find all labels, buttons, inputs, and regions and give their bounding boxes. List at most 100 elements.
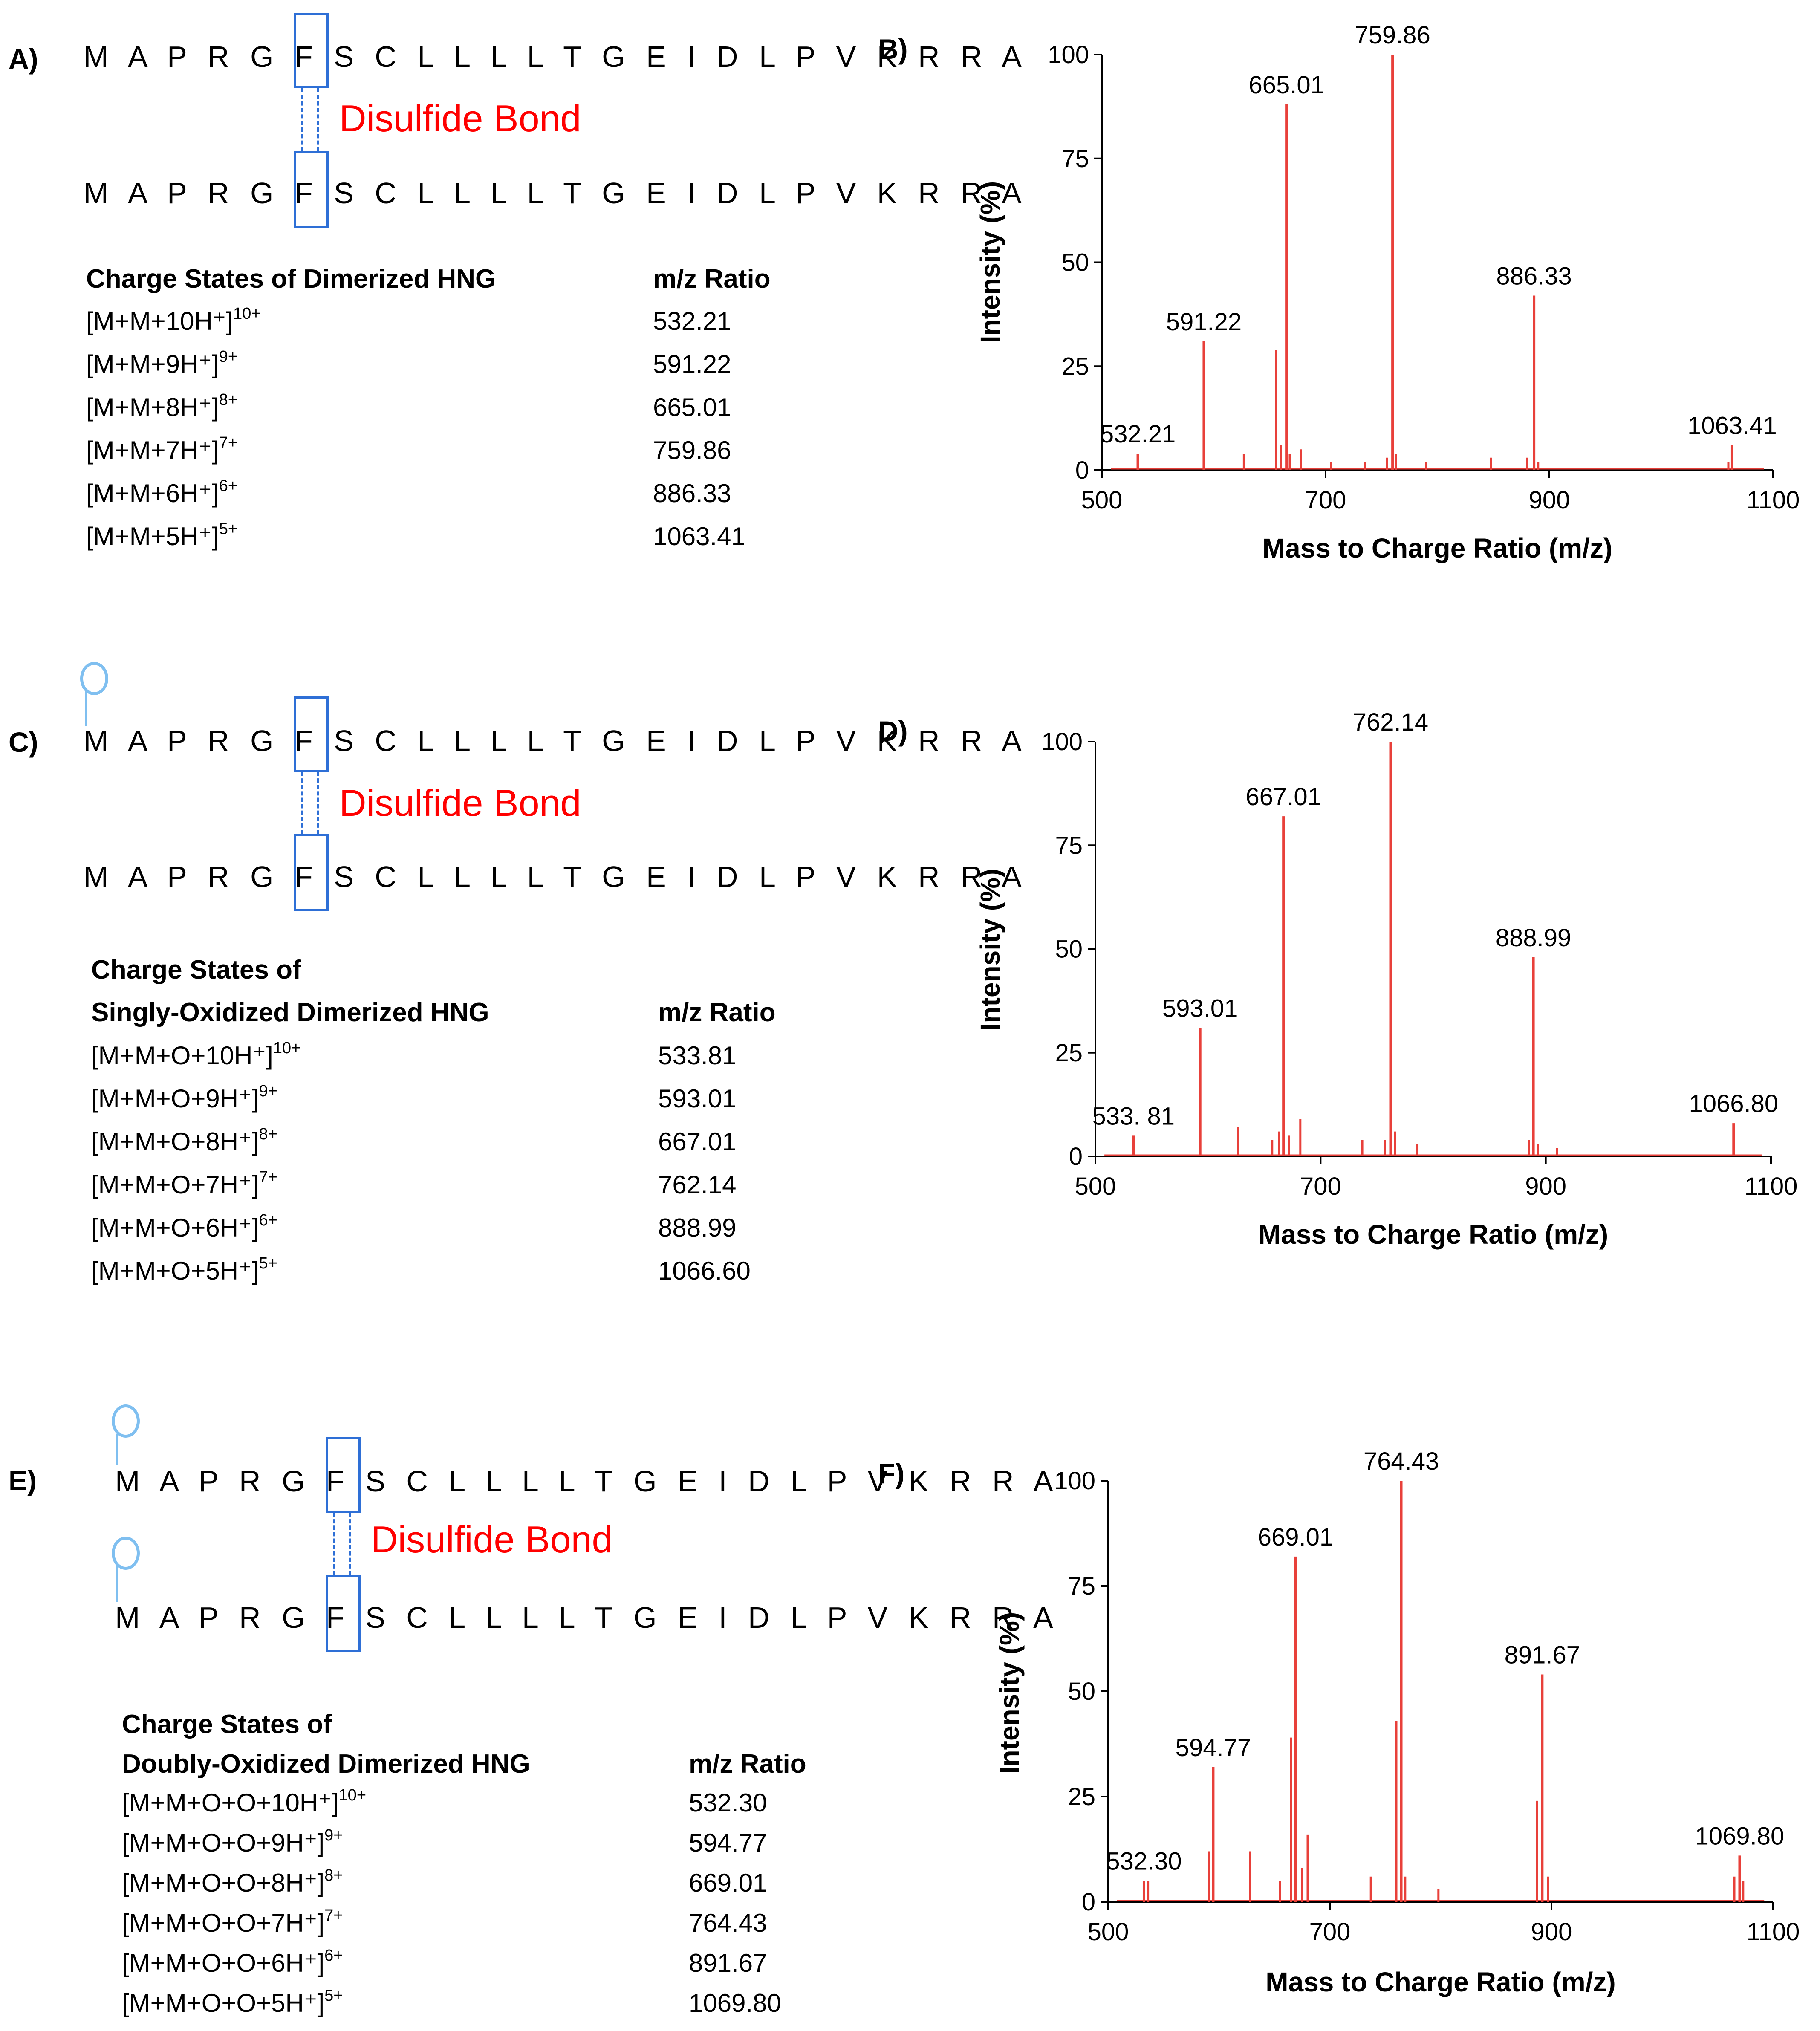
peak-label: 532.30 (1106, 1848, 1182, 1875)
peak-label: 886.33 (1496, 263, 1572, 290)
x-tick-label: 1100 (1745, 1173, 1798, 1200)
y-tick-label: 0 (1082, 1888, 1095, 1916)
y-tick-label: 100 (1054, 1467, 1095, 1495)
spectrum-chart-f: F) 0 25 50 75 100 500 700 900 1100 Mass to Charge … (878, 1447, 1800, 1997)
table-e-title-line1: Charge States of (122, 1710, 332, 1739)
peak-label: 1066.80 (1689, 1090, 1778, 1118)
ion-label: [M+M+O+O+5H⁺]5+ (122, 1987, 343, 2017)
peak-label: 532.21 (1100, 420, 1176, 448)
x-axis-label: Mass to Charge Ratio (m/z) (1262, 533, 1612, 563)
sequence-c-top: M A P R G F S C L L L L T G E I D L P V … (84, 724, 1028, 757)
ion-label: [M+M+O+6H⁺]6+ (91, 1211, 277, 1242)
mz-value: 665.01 (653, 393, 731, 422)
table-c-title-line1: Charge States of (91, 955, 301, 985)
y-tick-label: 25 (1061, 352, 1089, 380)
mz-value: 533.81 (658, 1041, 737, 1070)
mz-value: 1069.80 (689, 1989, 781, 2017)
mz-value: 762.14 (658, 1170, 737, 1199)
peak-label: 669.01 (1258, 1523, 1333, 1551)
oxidation-circle-e-top (112, 1404, 140, 1438)
y-tick-label: 0 (1075, 456, 1089, 484)
bond-line-c-1 (301, 772, 303, 834)
oxidation-circle-e-bottom (112, 1537, 140, 1570)
spectrum-chart-b: B) 0 25 50 75 100 500 700 900 1100 Mass to Charge … (878, 21, 1800, 563)
table-a-ratio-header: m/z Ratio (653, 264, 771, 294)
peak-label: 593.01 (1162, 994, 1238, 1022)
y-tick-label: 100 (1041, 728, 1083, 756)
mz-value: 891.67 (689, 1949, 767, 1977)
oxidation-stem-e-top (116, 1434, 118, 1465)
panel-label: D) (878, 715, 908, 747)
ion-label: [M+M+6H⁺]6+ (86, 477, 238, 508)
table-e-ratio-header: m/z Ratio (689, 1749, 806, 1779)
mz-value: 886.33 (653, 479, 731, 508)
x-tick-label: 700 (1305, 486, 1346, 514)
y-tick-label: 0 (1069, 1143, 1083, 1170)
peak-label: 759.86 (1355, 21, 1430, 49)
sequence-c-bottom: M A P R G F S C L L L L T G E I D L P V … (84, 860, 1028, 893)
y-tick-label: 50 (1061, 249, 1089, 277)
table-c-title-line2: Singly-Oxidized Dimerized HNG (91, 998, 489, 1027)
bond-line-e-1 (333, 1513, 335, 1575)
mz-value: 759.86 (653, 436, 731, 465)
cysteine-box-a-top (294, 13, 329, 88)
x-tick-label: 1100 (1747, 1918, 1800, 1946)
mz-value: 594.77 (689, 1829, 767, 1857)
bond-line-a-2 (317, 88, 319, 151)
ion-label: [M+M+O+8H⁺]8+ (91, 1125, 277, 1156)
peak-label: 764.43 (1364, 1447, 1439, 1475)
x-tick-label: 700 (1309, 1918, 1351, 1946)
cysteine-box-a-bottom (294, 151, 329, 228)
cysteine-box-e-top (326, 1437, 361, 1513)
peak-label: 1063.41 (1687, 412, 1777, 440)
ion-label: [M+M+8H⁺]8+ (86, 391, 238, 422)
y-axis-label: Intensity (%) (994, 1612, 1025, 1774)
mz-value: 591.22 (653, 350, 731, 378)
oxidation-stem-c (85, 691, 87, 726)
peak-label: 888.99 (1496, 924, 1571, 952)
panel-label-a: A) (9, 43, 38, 75)
panel-label: B) (878, 33, 908, 65)
peak-label: 591.22 (1166, 308, 1242, 336)
oxidation-stem-e-bottom (116, 1566, 118, 1602)
cysteine-box-e-bottom (326, 1575, 361, 1652)
bond-line-a-1 (301, 88, 303, 151)
x-tick-label: 500 (1075, 1173, 1116, 1200)
peak-label: 665.01 (1248, 71, 1324, 99)
y-tick-label: 100 (1048, 41, 1089, 69)
ion-label: [M+M+5H⁺]5+ (86, 520, 238, 551)
peak-label: 667.01 (1245, 783, 1321, 811)
ion-label: [M+M+O+O+10H⁺]10+ (122, 1786, 367, 1817)
disulfide-label-c: Disulfide Bond (339, 782, 581, 824)
peak-label: 594.77 (1176, 1734, 1251, 1762)
mz-value: 888.99 (658, 1213, 737, 1242)
mz-value: 764.43 (689, 1909, 767, 1937)
peak-label: 1069.80 (1695, 1822, 1785, 1850)
table-e-title-line2: Doubly-Oxidized Dimerized HNG (122, 1749, 530, 1779)
ion-label: [M+M+10H⁺]10+ (86, 305, 261, 335)
y-tick-label: 25 (1068, 1783, 1095, 1811)
bond-line-c-2 (317, 772, 319, 834)
table-a-title: Charge States of Dimerized HNG (86, 264, 496, 294)
spectrum-chart-d: D) 0 25 50 75 100 500 700 900 1100 Mass to Charge … (878, 708, 1798, 1250)
mz-value: 593.01 (658, 1084, 737, 1113)
y-tick-label: 75 (1055, 832, 1083, 859)
ion-label: [M+M+O+7H⁺]7+ (91, 1168, 277, 1199)
mz-value: 532.21 (653, 307, 731, 335)
sequence-a-bottom: M A P R G F S C L L L L T G E I D L P V … (84, 176, 1028, 210)
x-tick-label: 900 (1531, 1918, 1572, 1946)
cysteine-box-c-top (294, 696, 329, 772)
panel-label-c: C) (9, 726, 38, 758)
panel-label: F) (878, 1458, 904, 1489)
panel-label-e: E) (9, 1465, 37, 1496)
ion-label: [M+M+9H⁺]9+ (86, 348, 238, 378)
x-axis-label: Mass to Charge Ratio (m/z) (1265, 1967, 1615, 1997)
y-axis-label: Intensity (%) (975, 869, 1005, 1031)
disulfide-label-a: Disulfide Bond (339, 97, 581, 139)
sequence-e-bottom: M A P R G F S C L L L L T G E I D L P V … (115, 1601, 1060, 1634)
ion-label: [M+M+7H⁺]7+ (86, 434, 238, 465)
ion-label: [M+M+O+O+7H⁺]7+ (122, 1907, 343, 1937)
bond-line-e-2 (349, 1513, 351, 1575)
ion-label: [M+M+O+O+8H⁺]8+ (122, 1866, 343, 1897)
sequence-a-top: M A P R G F S C L L L L T G E I D L P V … (84, 40, 1028, 73)
